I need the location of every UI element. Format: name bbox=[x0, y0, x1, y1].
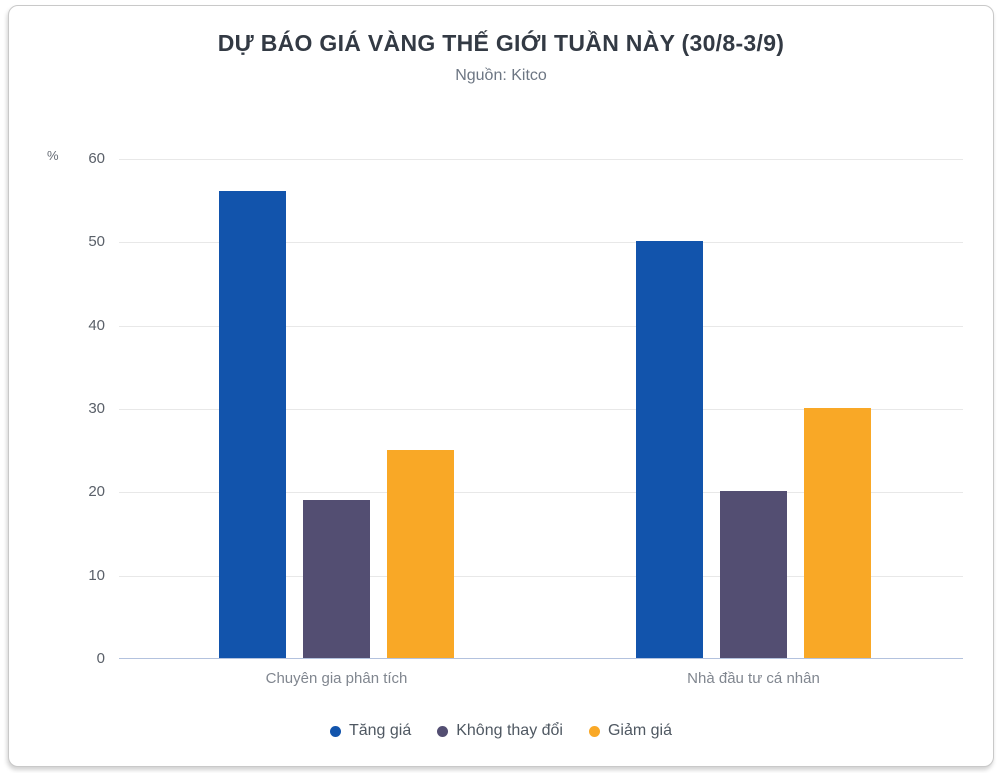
legend-item-2[interactable]: Không thay đổi bbox=[437, 722, 563, 740]
legend-item-label: Không thay đổi bbox=[456, 722, 563, 739]
legend-item-3[interactable]: Giảm giá bbox=[588, 722, 673, 740]
bar-series1-category1[interactable] bbox=[219, 191, 286, 658]
legend-item-label: Tăng giá bbox=[348, 722, 412, 739]
y-axis-tick-label-20: 20 bbox=[88, 483, 105, 501]
legend-dot-icon bbox=[588, 725, 600, 737]
bar-series2-category2[interactable] bbox=[720, 491, 787, 658]
chart-title: DỰ BÁO GIÁ VÀNG THẾ GIỚI TUẦN NÀY (30/8-… bbox=[217, 30, 785, 56]
chart-card: DỰ BÁO GIÁ VÀNG THẾ GIỚI TUẦN NÀY (30/8-… bbox=[8, 5, 994, 767]
y-axis-tick-label-50: 50 bbox=[88, 233, 105, 251]
gridline-60 bbox=[119, 159, 963, 160]
y-axis-tick-label-40: 40 bbox=[88, 316, 105, 334]
chart-subtitle: Nguồn: Kitco bbox=[455, 67, 547, 84]
y-axis-tick-label-10: 10 bbox=[88, 566, 105, 584]
y-axis-unit-label: % bbox=[47, 148, 59, 163]
gridline-50 bbox=[119, 242, 963, 244]
x-axis-category-label-2: Nhà đầu tư cá nhân bbox=[687, 670, 820, 687]
gridline-30 bbox=[119, 409, 963, 410]
x-axis-category-label-1: Chuyên gia phân tích bbox=[265, 670, 408, 687]
y-axis-tick-label-60: 60 bbox=[88, 150, 105, 167]
y-axis-tick-label-30: 30 bbox=[88, 400, 105, 417]
legend: Tăng giá Không thay đổi Giảm giá bbox=[9, 722, 993, 740]
bar-series3-category1[interactable] bbox=[387, 449, 454, 658]
y-axis-tick-label-0: 0 bbox=[96, 650, 105, 667]
plot-area bbox=[119, 159, 963, 659]
bar-series2-category1[interactable] bbox=[303, 499, 370, 658]
legend-item-label: Giảm giá bbox=[607, 722, 673, 739]
legend-dot-icon bbox=[329, 725, 341, 737]
gridline-10 bbox=[119, 575, 963, 577]
gridline-40 bbox=[119, 325, 963, 327]
bar-series1-category2[interactable] bbox=[636, 241, 703, 658]
legend-item-1[interactable]: Tăng giá bbox=[329, 722, 412, 740]
y-axis-tick-labels: 0 10 20 30 40 50 60 bbox=[59, 6, 105, 706]
x-axis-line bbox=[119, 658, 963, 659]
legend-dot-icon bbox=[437, 725, 449, 737]
gridline-20 bbox=[119, 492, 963, 494]
x-axis-category-labels: Chuyên gia phân tích Nhà đầu tư cá nhân bbox=[119, 670, 963, 692]
bar-series3-category2[interactable] bbox=[804, 408, 871, 658]
